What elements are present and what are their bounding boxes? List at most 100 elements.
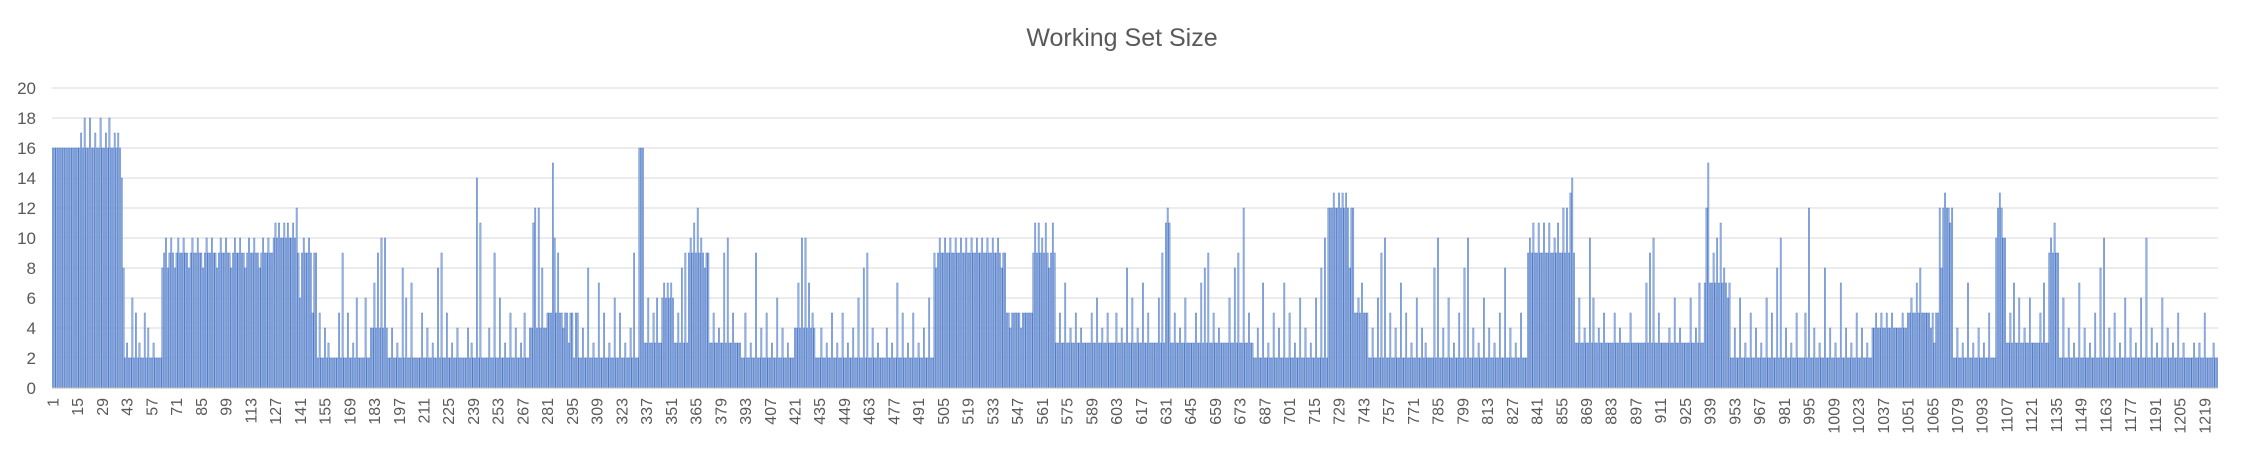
bar xyxy=(1497,357,1499,389)
bar xyxy=(1223,342,1226,389)
bar xyxy=(1036,252,1038,389)
bar xyxy=(2048,252,2051,389)
bar xyxy=(173,267,176,389)
bar xyxy=(405,297,408,389)
bar xyxy=(1843,357,1846,389)
y-tick-label: 18 xyxy=(17,109,36,128)
bar xyxy=(311,312,314,389)
bar xyxy=(539,327,542,389)
bar xyxy=(410,282,413,389)
bar xyxy=(1235,342,1238,389)
bar xyxy=(322,357,325,389)
bar xyxy=(1062,342,1065,389)
bar xyxy=(1401,357,1404,389)
y-tick-label: 10 xyxy=(17,229,36,248)
bar xyxy=(827,357,830,389)
bar xyxy=(1725,282,1727,389)
bar xyxy=(606,357,609,389)
bar xyxy=(818,357,821,389)
bar xyxy=(1555,252,1558,389)
bar xyxy=(1688,342,1690,389)
bar xyxy=(1124,342,1127,389)
bar xyxy=(785,357,787,389)
bar xyxy=(1705,207,1708,389)
bar xyxy=(392,357,395,389)
bar xyxy=(1039,252,1042,389)
bar xyxy=(1975,357,1978,389)
bar xyxy=(1984,357,1987,389)
bar xyxy=(233,237,236,389)
bar xyxy=(299,297,302,389)
bar xyxy=(1018,312,1021,389)
bar xyxy=(89,117,91,389)
bar xyxy=(1972,342,1975,389)
x-tick-label: 407 xyxy=(763,398,780,425)
bar xyxy=(205,237,208,389)
bar xyxy=(60,147,63,389)
bar xyxy=(1407,357,1409,389)
bar xyxy=(147,327,150,389)
bar xyxy=(331,357,333,389)
bar xyxy=(569,312,572,389)
bar xyxy=(880,357,883,389)
bar xyxy=(1249,342,1252,389)
bar xyxy=(1613,312,1616,389)
bar xyxy=(1673,297,1676,389)
bar xyxy=(769,357,772,389)
bar xyxy=(1405,312,1408,389)
bar xyxy=(145,357,148,389)
bar xyxy=(2106,357,2109,389)
bar xyxy=(2009,312,2012,389)
bar xyxy=(1311,357,1314,389)
bar xyxy=(1166,207,1169,389)
bar xyxy=(370,327,372,389)
bar xyxy=(703,267,706,389)
bar xyxy=(2193,342,2196,389)
bar xyxy=(267,237,270,389)
bar xyxy=(825,342,828,389)
bar xyxy=(658,342,660,389)
bar xyxy=(1882,327,1885,389)
bar xyxy=(1424,342,1427,389)
x-tick-label: 477 xyxy=(886,398,903,425)
bar xyxy=(1746,357,1749,389)
bar xyxy=(1288,312,1291,389)
bar xyxy=(949,237,952,389)
bar xyxy=(1278,327,1280,389)
bar xyxy=(297,252,300,389)
bar xyxy=(861,357,863,389)
bar xyxy=(2062,297,2065,389)
x-tick-label: 617 xyxy=(1134,398,1151,425)
bar xyxy=(339,357,342,389)
bar xyxy=(1239,342,1241,389)
x-tick-label: 561 xyxy=(1035,398,1052,425)
bar xyxy=(2064,357,2067,389)
bar xyxy=(2163,357,2165,389)
bar xyxy=(1477,342,1480,389)
bar xyxy=(108,117,111,389)
bar xyxy=(2189,357,2192,389)
bar xyxy=(848,357,851,389)
bar xyxy=(2037,342,2040,389)
bar xyxy=(1649,252,1651,389)
x-tick-label: 1177 xyxy=(2123,398,2140,433)
bar xyxy=(841,312,844,389)
x-tick-label: 491 xyxy=(911,398,928,425)
x-tick-label: 239 xyxy=(466,398,483,425)
bar xyxy=(1313,357,1316,389)
bar xyxy=(739,342,741,389)
bar xyxy=(1127,342,1130,389)
bar xyxy=(1207,252,1210,389)
bar xyxy=(1772,357,1775,389)
bar xyxy=(981,237,984,389)
bar xyxy=(2014,342,2017,389)
bar xyxy=(1066,342,1068,389)
bar xyxy=(822,357,825,389)
bar xyxy=(1977,327,1980,389)
x-tick-label: 729 xyxy=(1332,398,1349,425)
bar xyxy=(990,252,992,389)
bar xyxy=(279,237,282,389)
bar xyxy=(373,282,376,389)
x-tick-label: 687 xyxy=(1257,398,1274,425)
bar xyxy=(1583,327,1586,389)
